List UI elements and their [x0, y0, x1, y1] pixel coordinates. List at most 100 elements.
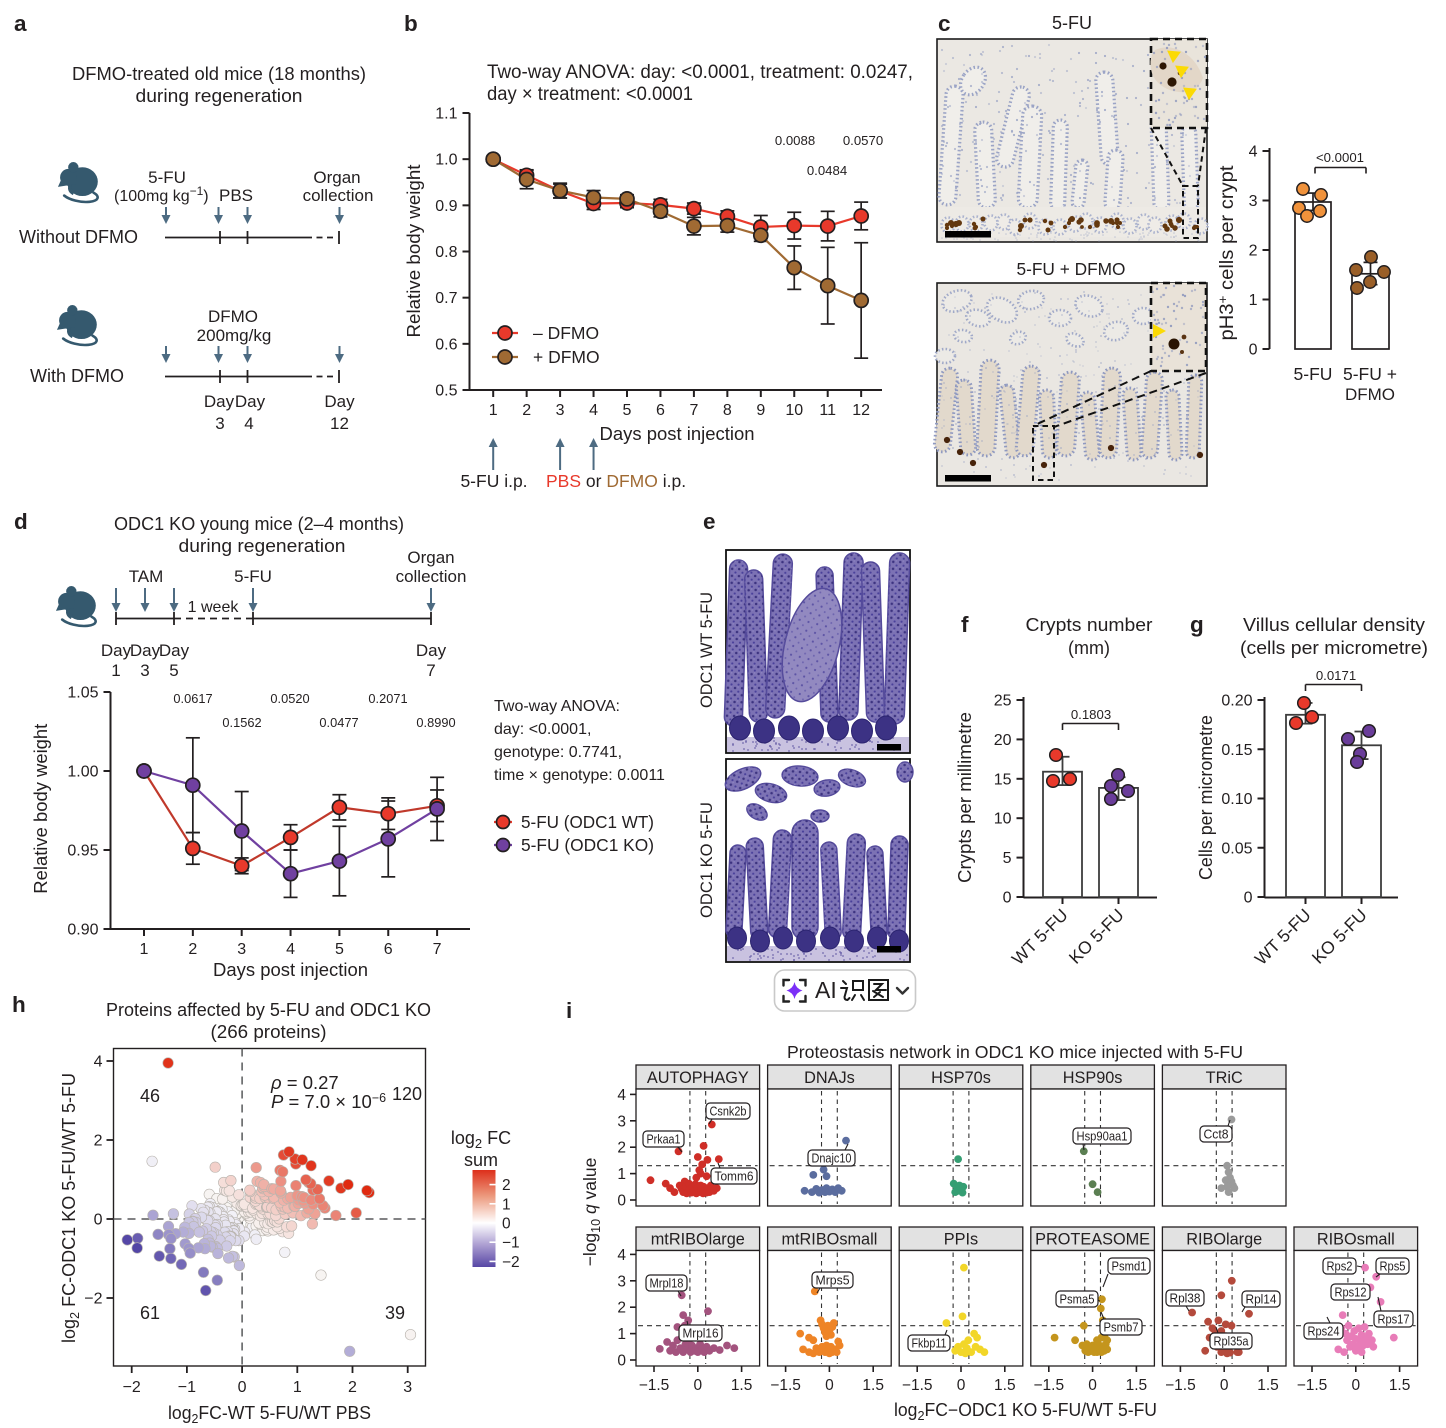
svg-text:11: 11	[819, 402, 836, 419]
svg-text:20: 20	[994, 732, 1012, 749]
svg-text:Cct8: Cct8	[1204, 1127, 1229, 1142]
svg-text:−1.5: −1.5	[1297, 1377, 1328, 1394]
svg-text:0.0088: 0.0088	[775, 133, 815, 148]
svg-text:5-FU: 5-FU	[148, 168, 186, 187]
svg-text:0: 0	[94, 1212, 103, 1229]
svg-text:0: 0	[693, 1377, 702, 1394]
svg-text:– DFMO: – DFMO	[533, 323, 599, 343]
svg-text:0.7: 0.7	[435, 290, 457, 307]
svg-text:1: 1	[293, 1379, 302, 1396]
svg-text:log2 FC-ODC1 KO 5-FU/WT 5-FU: log2 FC-ODC1 KO 5-FU/WT 5-FU	[58, 1073, 82, 1343]
svg-text:1.5: 1.5	[1126, 1377, 1148, 1394]
svg-text:Rpl14: Rpl14	[1246, 1292, 1277, 1307]
svg-text:h: h	[12, 992, 26, 1017]
svg-text:Prkaa1: Prkaa1	[647, 1132, 681, 1147]
svg-text:Rps12: Rps12	[1335, 1285, 1367, 1300]
svg-text:5: 5	[623, 402, 632, 419]
svg-text:15: 15	[994, 771, 1012, 788]
svg-text:PROTEASOME: PROTEASOME	[1035, 1231, 1150, 1249]
svg-text:1: 1	[502, 1196, 511, 1213]
svg-text:Cells per micrometre: Cells per micrometre	[1195, 715, 1216, 880]
svg-text:0: 0	[617, 1193, 626, 1210]
svg-text:1.5: 1.5	[1389, 1377, 1411, 1394]
svg-text:1: 1	[111, 661, 120, 680]
svg-text:12: 12	[330, 414, 349, 433]
svg-text:1: 1	[140, 941, 149, 958]
svg-text:PBS or DFMO i.p.: PBS or DFMO i.p.	[546, 471, 686, 491]
svg-text:39: 39	[385, 1303, 405, 1323]
svg-text:during regeneration: during regeneration	[179, 535, 346, 556]
svg-text:3: 3	[1249, 193, 1258, 210]
svg-text:(266 proteins): (266 proteins)	[211, 1022, 327, 1042]
svg-text:ρ = 0.27: ρ = 0.27	[270, 1072, 339, 1093]
svg-text:0.90: 0.90	[67, 922, 98, 939]
svg-text:1.00: 1.00	[67, 764, 98, 781]
svg-text:DNAJs: DNAJs	[804, 1069, 855, 1087]
svg-text:1.05: 1.05	[67, 685, 98, 702]
svg-text:e: e	[703, 509, 716, 534]
svg-text:Day: Day	[235, 392, 266, 411]
svg-text:0.15: 0.15	[1221, 742, 1252, 759]
svg-text:TAM: TAM	[129, 567, 164, 586]
svg-text:PBS: PBS	[219, 186, 253, 205]
svg-text:Day: Day	[130, 641, 161, 660]
svg-text:Tomm6: Tomm6	[715, 1169, 754, 1184]
svg-text:5-FU: 5-FU	[234, 567, 272, 586]
svg-text:0.5: 0.5	[435, 383, 457, 400]
svg-text:5-FU + DFMO: 5-FU + DFMO	[1017, 259, 1126, 279]
svg-text:1: 1	[617, 1326, 626, 1343]
svg-text:log2FC−ODC1 KO 5-FU/WT 5-FU: log2FC−ODC1 KO 5-FU/WT 5-FU	[894, 1400, 1157, 1423]
svg-text:0.6: 0.6	[435, 336, 457, 353]
svg-text:mtRIBOlarge: mtRIBOlarge	[651, 1231, 745, 1249]
svg-text:2: 2	[188, 941, 197, 958]
svg-text:Day: Day	[101, 641, 132, 660]
svg-text:DFMO: DFMO	[1345, 385, 1395, 404]
svg-text:4: 4	[1249, 144, 1258, 161]
svg-text:Proteostasis network in ODC1 K: Proteostasis network in ODC1 KO mice inj…	[787, 1042, 1243, 1062]
svg-text:AUTOPHAGY: AUTOPHAGY	[647, 1069, 749, 1087]
svg-text:0.0617: 0.0617	[173, 691, 212, 706]
svg-text:−1.5: −1.5	[639, 1377, 670, 1394]
svg-text:TRiC: TRiC	[1206, 1069, 1243, 1087]
svg-text:+ DFMO: + DFMO	[533, 347, 600, 367]
svg-text:2: 2	[348, 1379, 357, 1396]
svg-text:0.0484: 0.0484	[807, 163, 847, 178]
svg-text:AI: AI	[815, 977, 837, 1003]
svg-text:3: 3	[403, 1379, 412, 1396]
svg-text:61: 61	[140, 1303, 160, 1323]
svg-text:0.0520: 0.0520	[270, 691, 309, 706]
svg-text:Two-way ANOVA: day: <0.0001, t: Two-way ANOVA: day: <0.0001, treatment: …	[487, 62, 913, 83]
svg-text:1: 1	[1249, 292, 1258, 309]
svg-text:i: i	[566, 998, 572, 1023]
svg-text:RIBOsmall: RIBOsmall	[1317, 1231, 1395, 1249]
svg-text:5-FU +: 5-FU +	[1343, 364, 1397, 384]
svg-text:3: 3	[617, 1113, 626, 1130]
svg-text:P = 7.0 × 10−6: P = 7.0 × 10−6	[271, 1091, 386, 1112]
svg-text:25: 25	[994, 693, 1012, 710]
svg-text:PPIs: PPIs	[944, 1231, 978, 1249]
svg-text:−2: −2	[123, 1379, 141, 1396]
svg-text:(mm): (mm)	[1068, 638, 1110, 658]
svg-text:0.0477: 0.0477	[319, 715, 358, 730]
svg-text:Rps5: Rps5	[1380, 1259, 1406, 1274]
svg-text:(100mg kg−1): (100mg kg−1)	[114, 184, 209, 205]
svg-text:Relative body weight: Relative body weight	[30, 724, 51, 894]
svg-text:−1.5: −1.5	[1033, 1377, 1064, 1394]
svg-text:3: 3	[140, 661, 149, 680]
svg-text:5: 5	[1003, 850, 1012, 867]
svg-text:2: 2	[1249, 243, 1258, 260]
svg-text:4: 4	[244, 414, 253, 433]
svg-text:d: d	[14, 509, 28, 534]
svg-text:6: 6	[656, 402, 665, 419]
svg-text:during regeneration: during regeneration	[136, 85, 303, 106]
svg-text:Crypts number: Crypts number	[1026, 614, 1153, 635]
svg-text:5: 5	[335, 941, 344, 958]
svg-text:5-FU: 5-FU	[1052, 13, 1092, 33]
svg-text:Psmd1: Psmd1	[1112, 1259, 1147, 1274]
svg-text:day: <0.0001,: day: <0.0001,	[494, 721, 591, 738]
svg-text:With DFMO: With DFMO	[30, 366, 124, 386]
svg-text:Psma5: Psma5	[1060, 1292, 1095, 1307]
svg-text:0.9: 0.9	[435, 198, 457, 215]
svg-text:Hsp90aa1: Hsp90aa1	[1077, 1129, 1128, 1144]
svg-text:log2 FC: log2 FC	[451, 1128, 511, 1151]
